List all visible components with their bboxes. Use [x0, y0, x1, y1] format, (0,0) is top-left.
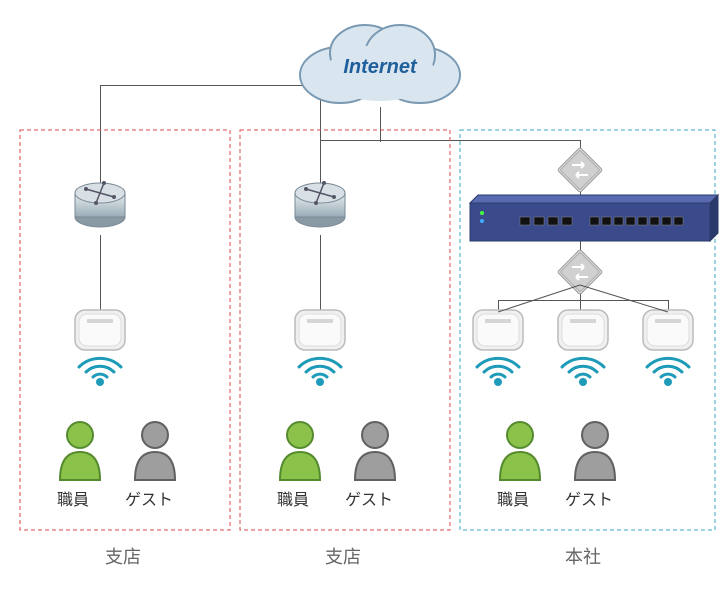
wifi-icon [477, 358, 519, 386]
user-label: ゲスト [345, 491, 393, 509]
access-point-icon [473, 310, 523, 350]
user-label: ゲスト [565, 491, 613, 509]
user-icon [575, 422, 615, 480]
region-label: 本社 [565, 547, 601, 567]
diagram-canvas: Internet 支店 支店 本社 職員 ゲスト 職員 ゲスト 職員 ゲスト [0, 0, 726, 604]
access-point-icon [295, 310, 345, 350]
user-label: ゲスト [125, 491, 173, 509]
wifi-icon [299, 358, 341, 386]
user-label: 職員 [277, 491, 309, 509]
user-icon [280, 422, 320, 480]
user-icon [355, 422, 395, 480]
firewall-icon [470, 195, 718, 241]
region-label: 支店 [105, 547, 141, 567]
internet-cloud: Internet [300, 25, 460, 103]
user-icon [60, 422, 100, 480]
switch-icon [557, 147, 602, 192]
wifi-icon [647, 358, 689, 386]
access-point-icon [558, 310, 608, 350]
user-icon [135, 422, 175, 480]
switch-icon [557, 249, 602, 294]
user-icon [500, 422, 540, 480]
svg-text:Internet: Internet [343, 56, 418, 78]
router-icon [75, 181, 125, 227]
router-icon [295, 181, 345, 227]
user-label: 職員 [57, 491, 89, 509]
region-label: 支店 [325, 547, 361, 567]
wifi-icon [562, 358, 604, 386]
access-point-icon [75, 310, 125, 350]
access-point-icon [643, 310, 693, 350]
wifi-icon [79, 358, 121, 386]
user-label: 職員 [497, 491, 529, 509]
